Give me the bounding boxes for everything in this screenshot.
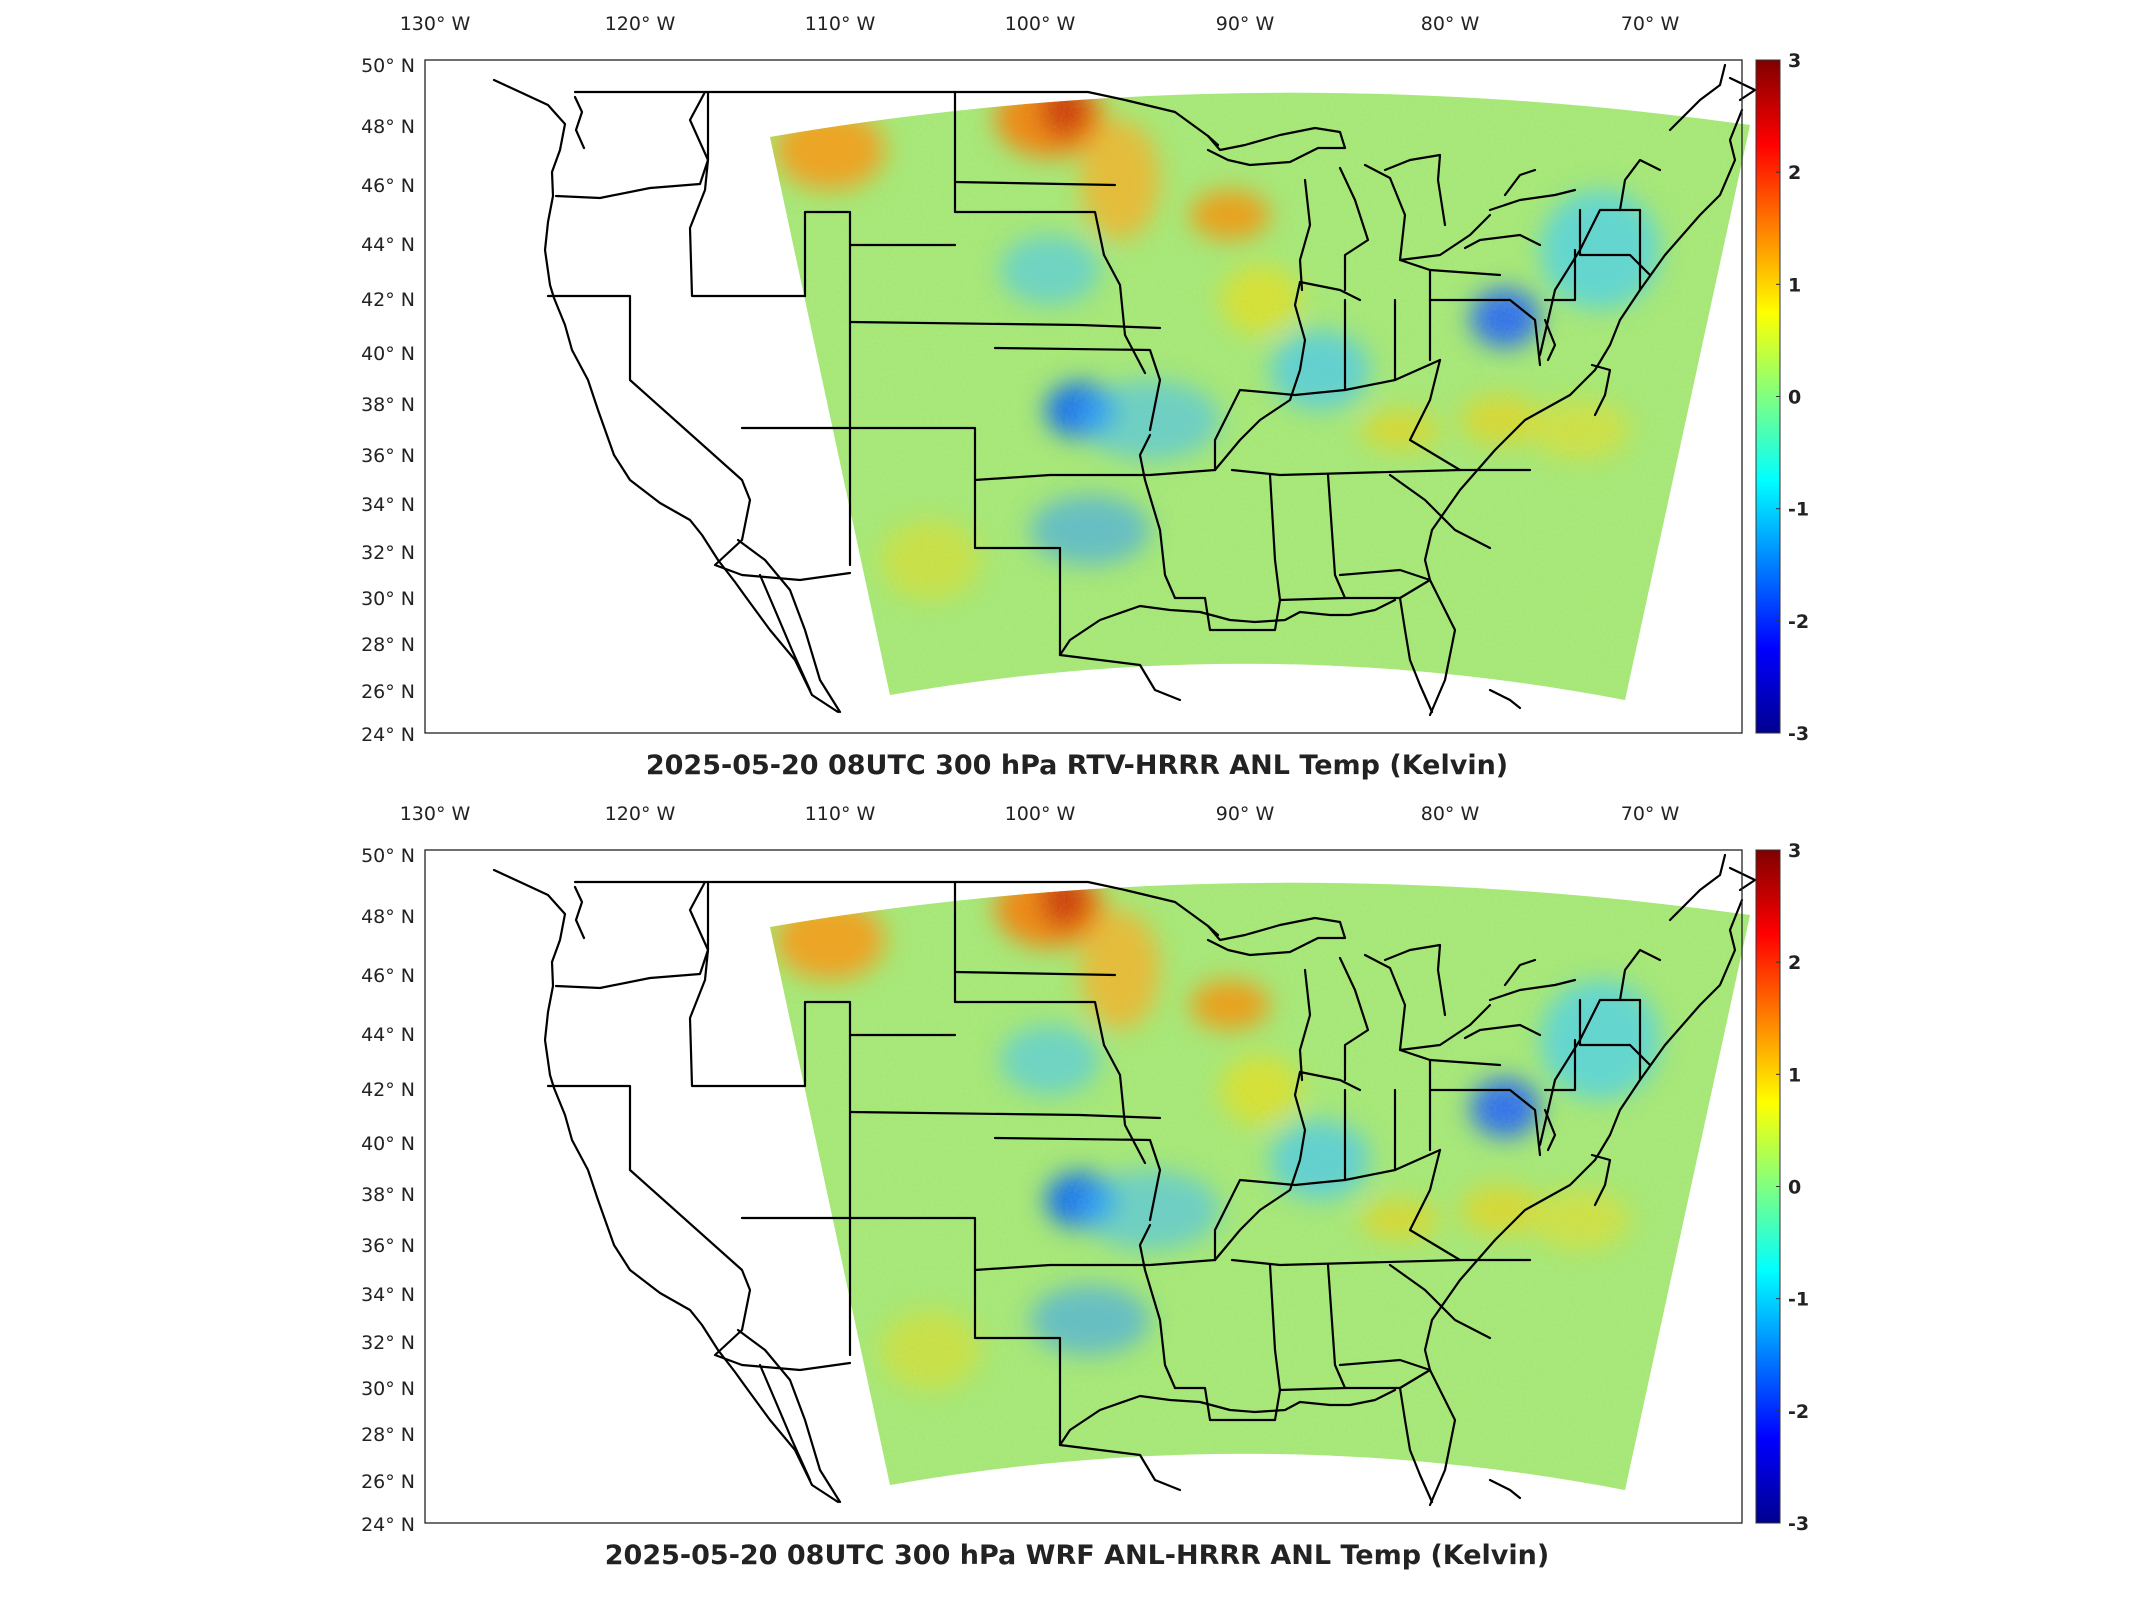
longitude-label: 130° W: [400, 803, 471, 825]
map-panel-2: 130° W 120° W 110° W 100° W 90° W 80° W 70° W 5…: [361, 803, 1809, 1571]
panel-title: 2025-05-20 08UTC 300 hPa WRF ANL-HRRR AN…: [605, 1540, 1549, 1571]
map-axes-frame: [424, 59, 1743, 734]
latitude-label: 26° N: [361, 681, 415, 703]
colorbar-tick-label: 2: [1788, 162, 1801, 184]
colorbar-tick-label: -1: [1788, 499, 1809, 521]
colorbar-tick-label: 1: [1788, 1064, 1801, 1086]
latitude-label: 48° N: [361, 116, 415, 138]
colorbar: 3 2 1 0 -1 -2 -3: [1755, 50, 1809, 745]
latitude-label: 50° N: [361, 845, 415, 867]
colorbar-tick-label: 0: [1788, 387, 1801, 409]
latitude-label: 48° N: [361, 906, 415, 928]
latitude-label: 26° N: [361, 1471, 415, 1493]
map-axes-frame: [424, 849, 1743, 1524]
latitude-label: 30° N: [361, 588, 415, 610]
latitude-label: 34° N: [361, 1284, 415, 1306]
latitude-label: 42° N: [361, 1079, 415, 1101]
latitude-label: 38° N: [361, 1184, 415, 1206]
latitude-label: 24° N: [361, 1514, 415, 1536]
colorbar-tick-label: 0: [1788, 1177, 1801, 1199]
longitude-label: 90° W: [1216, 803, 1275, 825]
state-and-coast-boundaries: [492, 853, 1757, 1507]
state-and-coast-boundaries: [492, 63, 1757, 717]
latitude-label: 46° N: [361, 175, 415, 197]
colorbar-tick-label: -2: [1788, 611, 1809, 633]
temperature-difference-field: [770, 882, 1750, 1490]
latitude-label: 24° N: [361, 724, 415, 746]
latitude-label: 34° N: [361, 494, 415, 516]
latitude-label: 28° N: [361, 634, 415, 656]
colorbar-tick-label: 3: [1788, 50, 1801, 72]
latitude-label: 50° N: [361, 55, 415, 77]
longitude-label: 80° W: [1421, 13, 1480, 35]
map-panel-1: 130° W 120° W 110° W 100° W 90° W 80° W 70° W 5…: [361, 13, 1809, 781]
latitude-label: 32° N: [361, 1332, 415, 1354]
latitude-label: 42° N: [361, 289, 415, 311]
colorbar-tick-label: 3: [1788, 840, 1801, 862]
latitude-label: 32° N: [361, 542, 415, 564]
longitude-label: 120° W: [605, 803, 676, 825]
colorbar-tick-label: -2: [1788, 1401, 1809, 1423]
longitude-label: 100° W: [1005, 13, 1076, 35]
panel-title: 2025-05-20 08UTC 300 hPa RTV-HRRR ANL Te…: [646, 750, 1508, 781]
longitude-label: 110° W: [805, 803, 876, 825]
latitude-label: 44° N: [361, 1024, 415, 1046]
longitude-label: 70° W: [1621, 13, 1680, 35]
latitude-label: 36° N: [361, 1235, 415, 1257]
colorbar: 3 2 1 0 -1 -2 -3: [1755, 840, 1809, 1535]
latitude-label: 38° N: [361, 394, 415, 416]
longitude-label: 120° W: [605, 13, 676, 35]
latitude-label: 28° N: [361, 1424, 415, 1446]
latitude-label: 30° N: [361, 1378, 415, 1400]
latitude-label: 36° N: [361, 445, 415, 467]
longitude-label: 90° W: [1216, 13, 1275, 35]
colorbar-tick-label: -3: [1788, 1513, 1809, 1535]
longitude-label: 100° W: [1005, 803, 1076, 825]
temperature-difference-field: [770, 92, 1750, 700]
colorbar-tick-label: 2: [1788, 952, 1801, 974]
colorbar-tick-label: -3: [1788, 723, 1809, 745]
longitude-label: 110° W: [805, 13, 876, 35]
latitude-label: 40° N: [361, 1133, 415, 1155]
latitude-label: 46° N: [361, 965, 415, 987]
colorbar-tick-label: 1: [1788, 274, 1801, 296]
colorbar-tick-label: -1: [1788, 1289, 1809, 1311]
panels-group: 130° W 120° W 110° W 100° W 90° W 80° W 70° W 5…: [361, 13, 1809, 1571]
longitude-label: 70° W: [1621, 803, 1680, 825]
longitude-label: 130° W: [400, 13, 471, 35]
longitude-label: 80° W: [1421, 803, 1480, 825]
latitude-label: 40° N: [361, 343, 415, 365]
latitude-label: 44° N: [361, 234, 415, 256]
